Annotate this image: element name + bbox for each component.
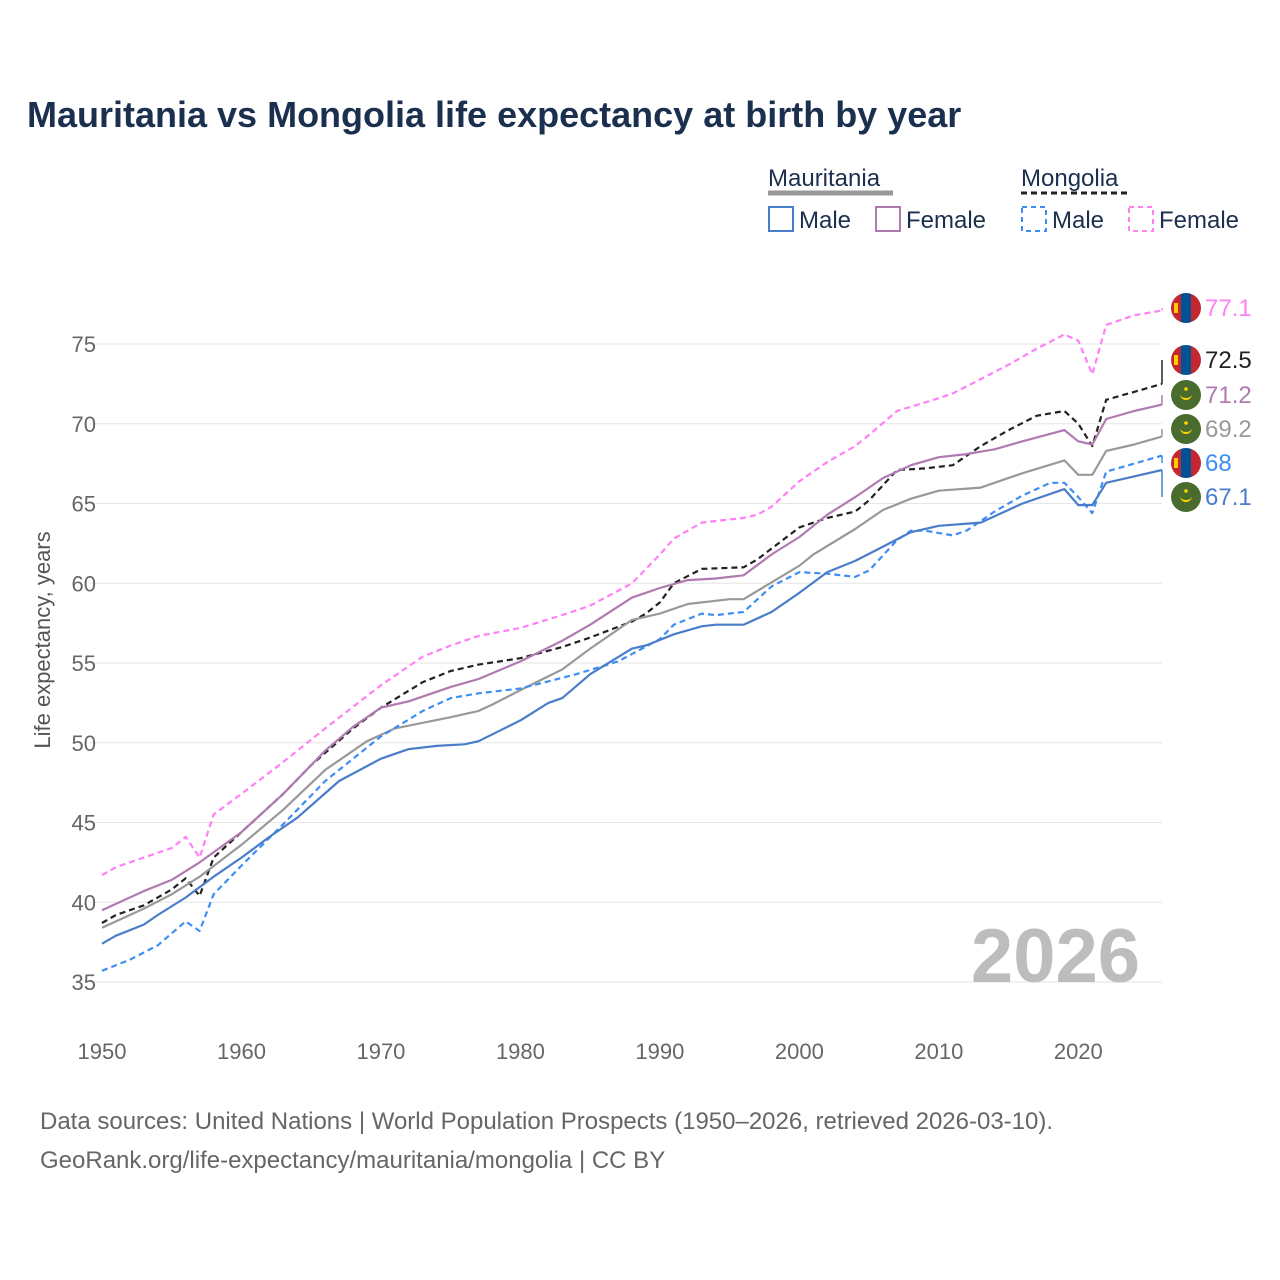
y-tick-label: 65 bbox=[72, 492, 96, 517]
legend-swatch bbox=[1021, 206, 1047, 232]
flag-stripe bbox=[1181, 293, 1191, 323]
y-tick-label: 45 bbox=[72, 811, 96, 836]
legend-item-label: Female bbox=[1159, 207, 1239, 234]
flag-stripe bbox=[1191, 448, 1201, 478]
flag-stripe bbox=[1191, 345, 1201, 375]
end-value-label: 77.1 bbox=[1205, 295, 1252, 322]
series-line-mongolia-male bbox=[101, 454, 1163, 972]
y-tick-label: 75 bbox=[72, 332, 96, 357]
chart-title: Mauritania vs Mongolia life expectancy a… bbox=[27, 94, 962, 135]
x-tick-label: 1960 bbox=[217, 1039, 266, 1064]
series-line-mauritania-female bbox=[101, 403, 1163, 912]
mongolia-flag-icon bbox=[1171, 293, 1201, 323]
flag-stripe bbox=[1181, 345, 1191, 375]
legend-group-title: Mauritania bbox=[768, 165, 881, 192]
flag-stripe bbox=[1181, 448, 1191, 478]
mauritania-flag-icon bbox=[1171, 482, 1201, 512]
x-tick-label: 1990 bbox=[635, 1039, 684, 1064]
flag-field bbox=[1171, 380, 1201, 410]
source-line-2: GeoRank.org/life-expectancy/mauritania/m… bbox=[40, 1147, 666, 1174]
legend-swatch bbox=[1128, 206, 1154, 232]
legend-item-label: Male bbox=[1052, 207, 1104, 234]
end-value-label: 68 bbox=[1205, 450, 1232, 477]
y-tick-label: 70 bbox=[72, 412, 96, 437]
flag-stripe bbox=[1191, 293, 1201, 323]
y-tick-label: 50 bbox=[72, 731, 96, 756]
mongolia-flag-icon bbox=[1171, 345, 1201, 375]
x-tick-label: 1970 bbox=[356, 1039, 405, 1064]
legend-group-title: Mongolia bbox=[1021, 165, 1119, 192]
x-tick-label: 2010 bbox=[914, 1039, 963, 1064]
y-tick-label: 55 bbox=[72, 651, 96, 676]
y-axis-label: Life expectancy, years bbox=[30, 531, 55, 748]
end-value-label: 72.5 bbox=[1205, 347, 1252, 374]
mauritania-flag-icon bbox=[1171, 414, 1201, 444]
series-line-mauritania-male bbox=[101, 468, 1163, 945]
mauritania-flag-icon bbox=[1171, 380, 1201, 410]
flag-star bbox=[1184, 387, 1188, 391]
x-tick-label: 1950 bbox=[78, 1039, 127, 1064]
x-tick-label: 1980 bbox=[496, 1039, 545, 1064]
flag-soyombo bbox=[1174, 355, 1178, 365]
flag-field bbox=[1171, 414, 1201, 444]
flag-field bbox=[1171, 482, 1201, 512]
legend-swatch bbox=[768, 206, 794, 232]
flag-star bbox=[1184, 421, 1188, 425]
end-value-label: 71.2 bbox=[1205, 382, 1252, 409]
series-line-mongolia-female bbox=[101, 309, 1163, 877]
flag-crescent bbox=[1180, 394, 1192, 400]
x-tick-label: 2020 bbox=[1054, 1039, 1103, 1064]
y-tick-label: 35 bbox=[72, 970, 96, 995]
flag-soyombo bbox=[1174, 303, 1178, 313]
end-value-label: 69.2 bbox=[1205, 416, 1252, 443]
year-watermark: 2026 bbox=[971, 914, 1140, 999]
series-line-mauritania bbox=[101, 435, 1163, 929]
legend-item-label: Female bbox=[906, 207, 986, 234]
flag-soyombo bbox=[1174, 458, 1178, 468]
end-value-label: 67.1 bbox=[1205, 484, 1252, 511]
flag-crescent bbox=[1180, 496, 1192, 502]
source-line-1: Data sources: United Nations | World Pop… bbox=[40, 1108, 1054, 1135]
series-line-mongolia bbox=[101, 382, 1163, 924]
legend-item-label: Male bbox=[799, 207, 851, 234]
legend-swatch bbox=[875, 206, 901, 232]
x-tick-label: 2000 bbox=[775, 1039, 824, 1064]
y-tick-label: 40 bbox=[72, 890, 96, 915]
mongolia-flag-icon bbox=[1171, 448, 1201, 478]
flag-crescent bbox=[1180, 428, 1192, 434]
flag-star bbox=[1184, 489, 1188, 493]
y-tick-label: 60 bbox=[72, 571, 96, 596]
